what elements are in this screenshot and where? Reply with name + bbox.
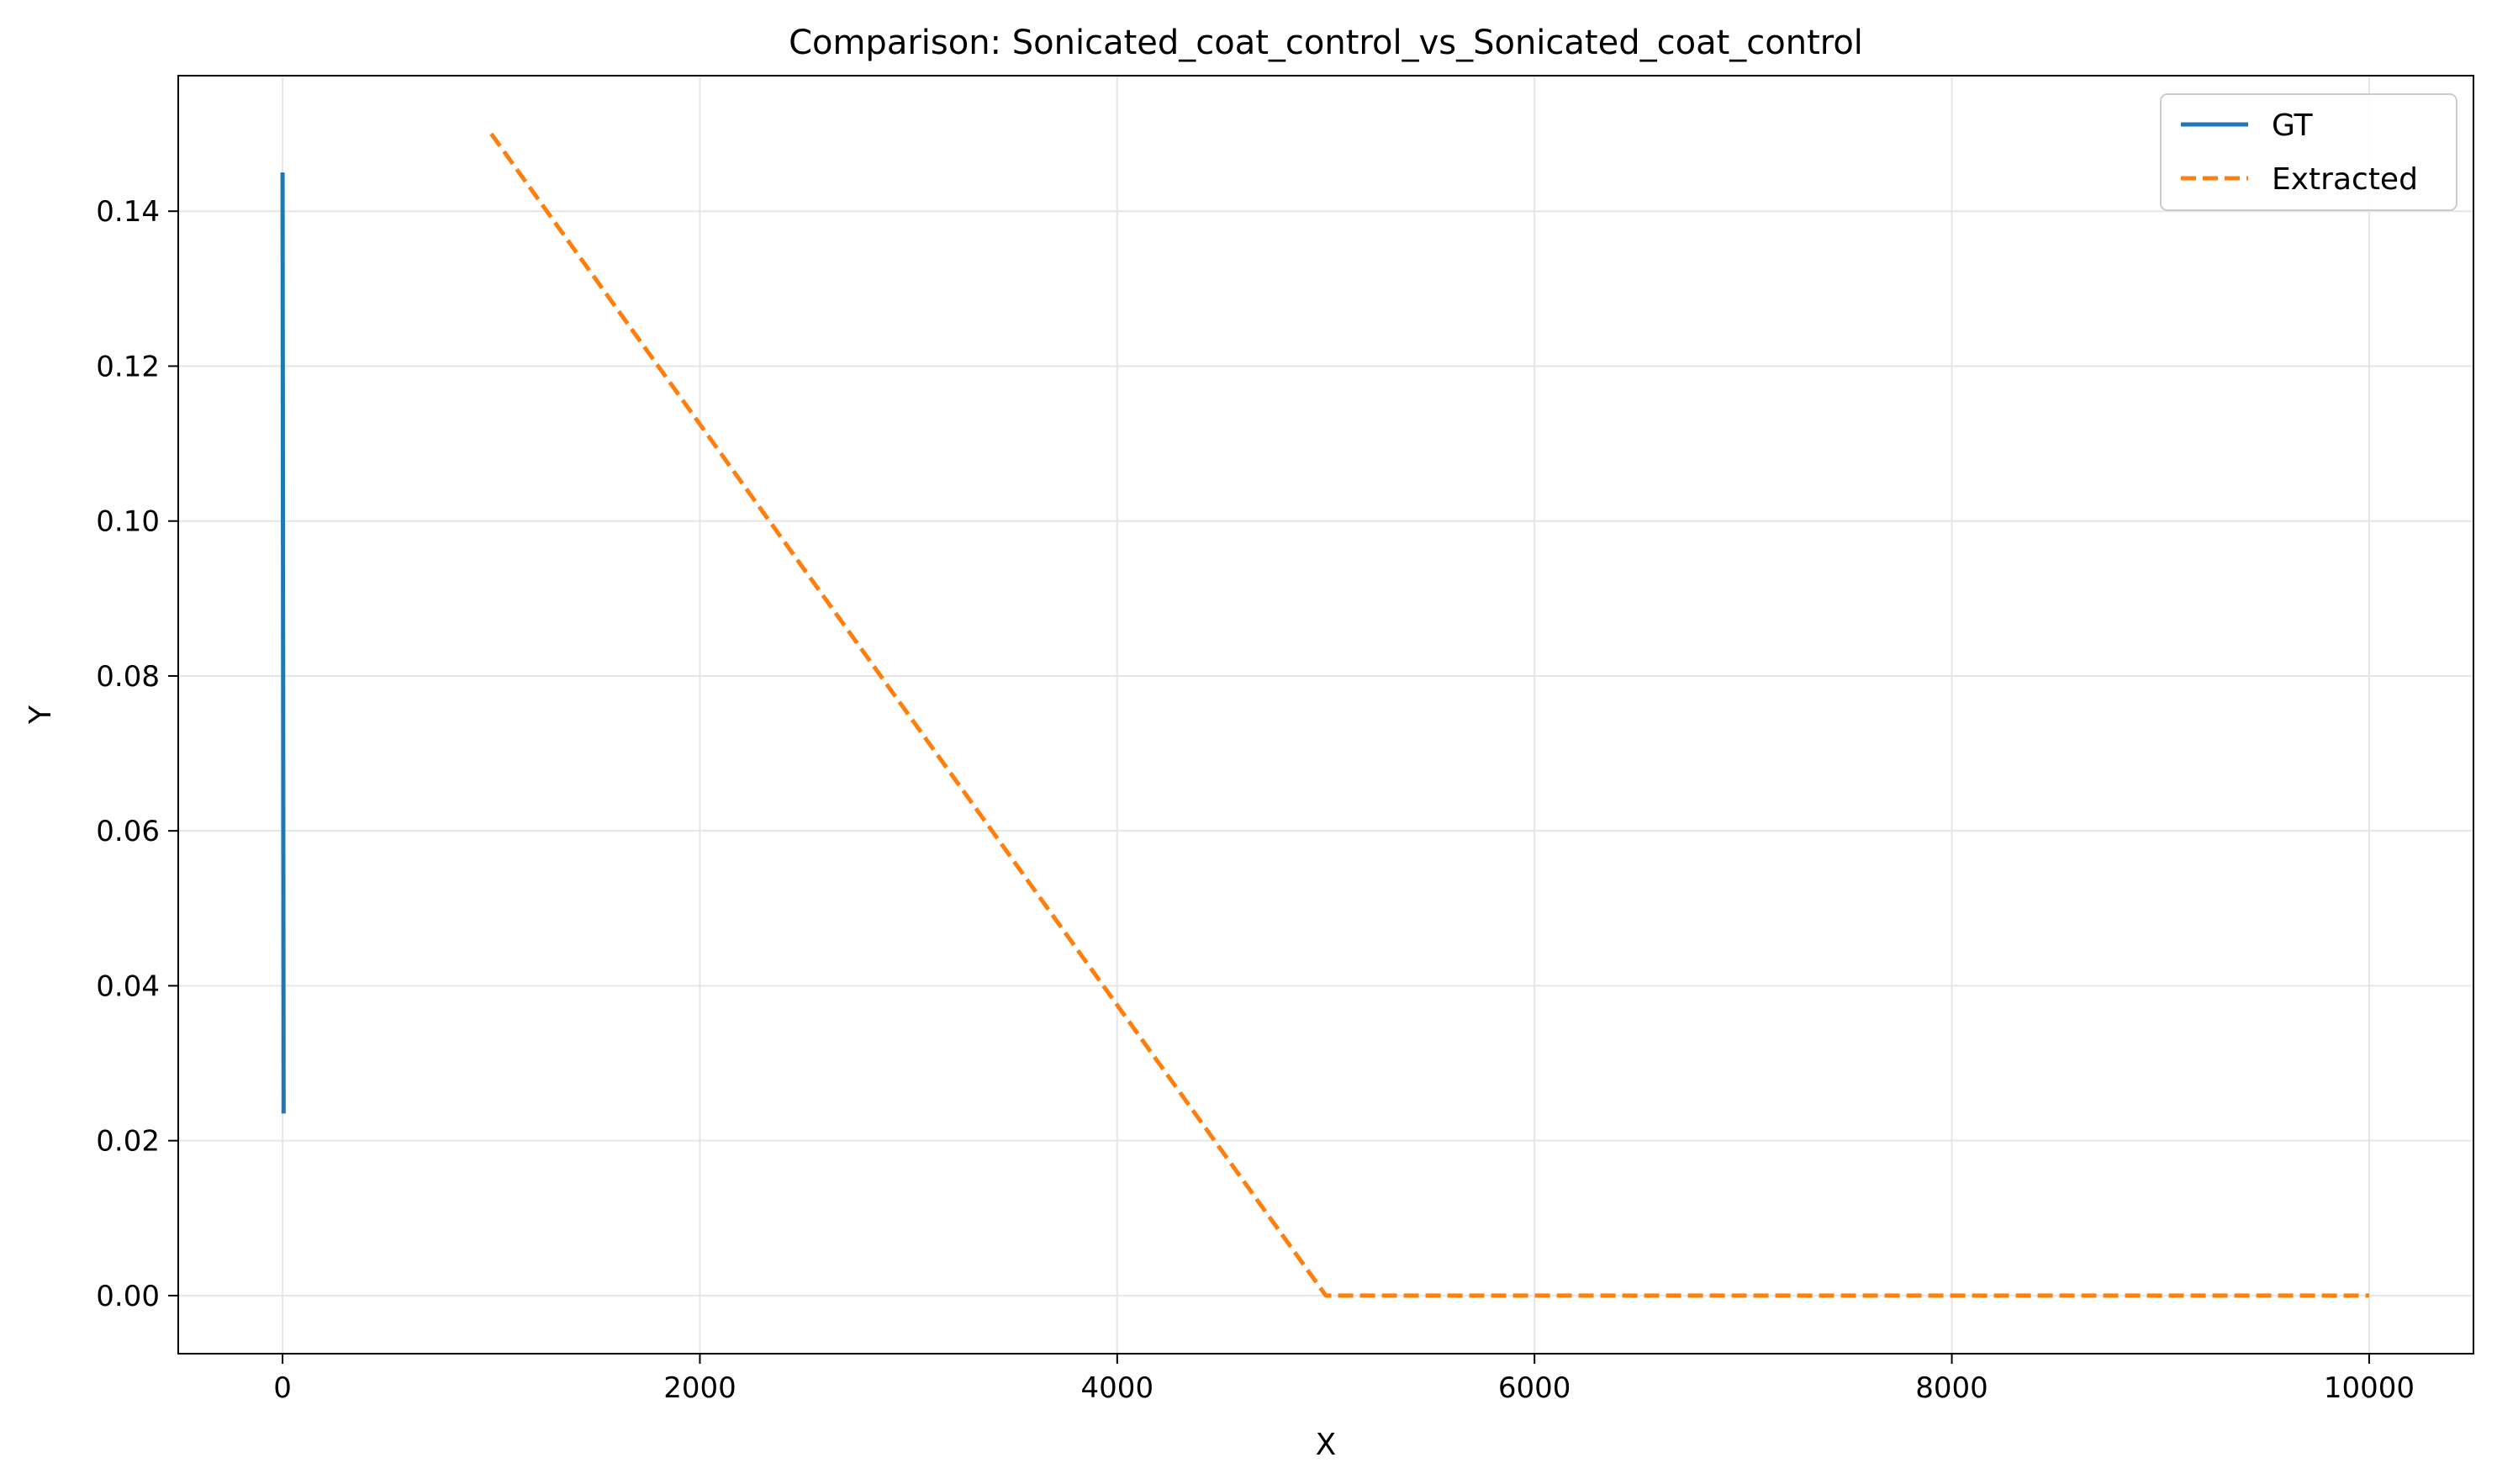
series-line-extracted	[489, 132, 2369, 1298]
x-tick-label: 4000	[1081, 1371, 1154, 1405]
y-tick-label: 0.02	[96, 1125, 160, 1159]
x-tick-label: 8000	[1915, 1371, 1988, 1405]
x-tick-label: 6000	[1498, 1371, 1571, 1405]
y-axis-label: Y	[24, 705, 58, 725]
chart-title: Comparison: Sonicated_coat_control_vs_So…	[789, 24, 1863, 62]
plot-frame	[177, 75, 2474, 1355]
axis-ticks: 0 2000 4000 6000 8000 10000 0.00 0.02 0.04 0.06 0.…	[96, 195, 2415, 1405]
legend-label-extracted: Extracted	[2272, 162, 2418, 197]
y-tick-label: 0.06	[96, 815, 160, 848]
x-tick-label: 2000	[663, 1371, 736, 1405]
y-tick-label: 0.12	[96, 350, 160, 383]
y-tick-label: 0.10	[96, 505, 160, 539]
x-axis-label: X	[1316, 1428, 1337, 1462]
series-layer	[280, 132, 2369, 1298]
grid	[178, 76, 2473, 1354]
series-line-gt	[280, 172, 286, 1114]
legend: GT Extracted	[2160, 93, 2457, 211]
y-tick-label: 0.08	[96, 660, 160, 694]
x-tick-label: 0	[273, 1371, 292, 1405]
y-tick-label: 0.14	[96, 195, 160, 229]
x-tick-label: 10000	[2324, 1371, 2415, 1405]
y-tick-label: 0.04	[96, 969, 160, 1003]
legend-label-gt: GT	[2272, 108, 2314, 143]
y-tick-label: 0.00	[96, 1280, 160, 1313]
